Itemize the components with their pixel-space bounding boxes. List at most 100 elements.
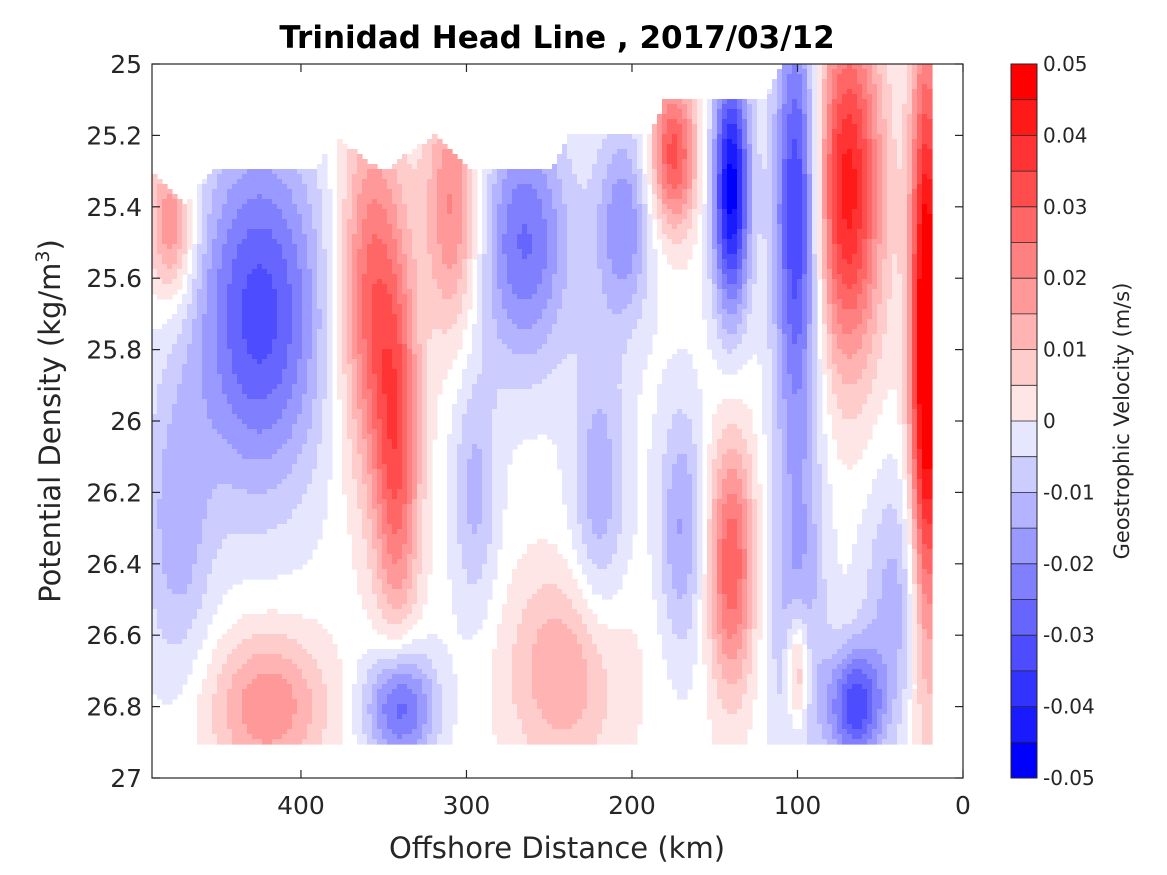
field-cell: [312, 504, 318, 510]
field-cell: [222, 329, 228, 335]
field-cell: [282, 614, 288, 620]
field-cell: [192, 589, 198, 595]
field-cell: [397, 579, 403, 585]
field-cell: [272, 229, 278, 235]
field-cell: [247, 434, 253, 440]
field-cell: [167, 244, 173, 250]
field-cell: [327, 369, 333, 375]
field-cell: [327, 224, 333, 230]
field-cell: [357, 344, 363, 350]
field-cell: [337, 664, 343, 670]
field-cell: [352, 439, 358, 445]
field-cell: [217, 549, 223, 555]
field-cell: [362, 449, 368, 455]
field-cell: [367, 374, 373, 380]
field-cell: [232, 229, 238, 235]
field-cell: [157, 364, 163, 370]
field-cell: [362, 239, 368, 245]
field-cell: [287, 544, 293, 550]
field-cell: [222, 504, 228, 510]
field-cell: [227, 569, 233, 575]
field-cell: [292, 464, 298, 470]
field-cell: [392, 489, 398, 495]
field-cell: [222, 264, 228, 270]
field-cell: [162, 629, 168, 635]
field-cell: [212, 494, 218, 500]
field-cell: [307, 504, 313, 510]
field-cell: [362, 274, 368, 280]
field-cell: [242, 354, 248, 360]
field-cell: [232, 364, 238, 370]
field-cell: [292, 499, 298, 505]
field-cell: [307, 404, 313, 410]
field-cell: [192, 444, 198, 450]
field-cell: [162, 644, 168, 650]
field-cell: [347, 264, 353, 270]
field-cell: [227, 559, 233, 565]
field-cell: [362, 559, 368, 565]
field-cell: [282, 274, 288, 280]
field-cell: [167, 559, 173, 565]
field-cell: [257, 564, 263, 570]
field-cell: [182, 304, 188, 310]
field-cell: [392, 734, 398, 740]
field-cell: [307, 289, 313, 295]
field-cell: [337, 659, 343, 665]
field-cell: [292, 279, 298, 285]
field-cell: [322, 349, 328, 355]
field-cell: [202, 469, 208, 475]
field-cell: [192, 584, 198, 590]
field-cell: [307, 519, 313, 525]
field-cell: [217, 284, 223, 290]
field-cell: [387, 379, 393, 385]
field-cell: [297, 409, 303, 415]
field-cell: [172, 464, 178, 470]
field-cell: [377, 274, 383, 280]
field-cell: [337, 199, 343, 205]
field-cell: [272, 609, 278, 615]
field-cell: [312, 454, 318, 460]
field-cell: [377, 569, 383, 575]
field-cell: [177, 539, 183, 545]
field-cell: [232, 729, 238, 735]
field-cell: [387, 289, 393, 295]
field-cell: [387, 359, 393, 365]
field-cell: [197, 184, 203, 190]
field-cell: [277, 364, 283, 370]
field-cell: [202, 529, 208, 535]
field-cell: [167, 289, 173, 295]
field-cell: [372, 399, 378, 405]
field-cell: [217, 199, 223, 205]
field-cell: [392, 434, 398, 440]
field-cell: [282, 234, 288, 240]
field-cell: [382, 254, 388, 260]
field-cell: [282, 474, 288, 480]
field-cell: [247, 724, 253, 730]
field-cell: [372, 489, 378, 495]
field-cell: [182, 489, 188, 495]
field-cell: [362, 249, 368, 255]
field-cell: [282, 399, 288, 405]
field-cell: [377, 264, 383, 270]
field-cell: [357, 394, 363, 400]
field-cell: [287, 349, 293, 355]
field-cell: [327, 189, 333, 195]
field-cell: [262, 519, 268, 525]
field-cell: [367, 664, 373, 670]
field-cell: [272, 469, 278, 475]
field-cell: [367, 739, 373, 745]
field-cell: [362, 229, 368, 235]
field-cell: [357, 359, 363, 365]
field-cell: [192, 409, 198, 415]
field-cell: [252, 379, 258, 385]
field-cell: [392, 179, 398, 185]
field-cell: [157, 499, 163, 505]
field-cell: [242, 724, 248, 730]
field-cell: [242, 479, 248, 485]
field-cell: [227, 219, 233, 225]
field-cell: [187, 489, 193, 495]
field-cell: [382, 464, 388, 470]
field-cell: [172, 449, 178, 455]
field-cell: [247, 409, 253, 415]
field-cell: [272, 649, 278, 655]
